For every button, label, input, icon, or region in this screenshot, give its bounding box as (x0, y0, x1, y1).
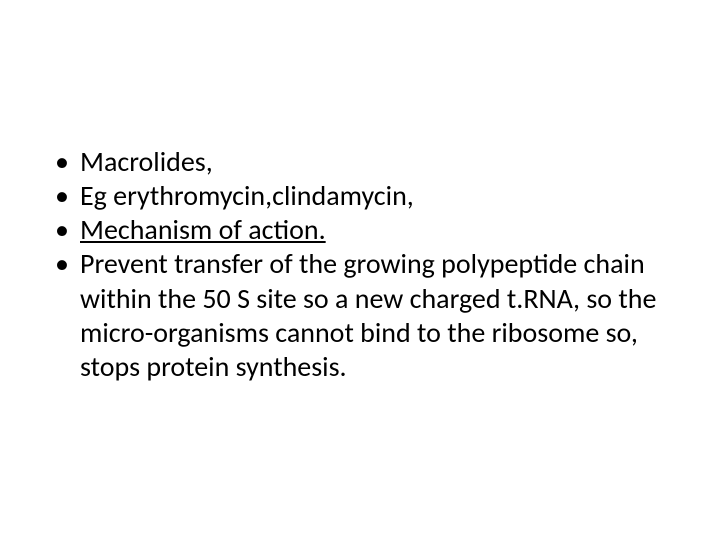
slide-content: Macrolides, Eg erythromycin,clindamycin,… (50, 145, 680, 384)
bullet-list: Macrolides, Eg erythromycin,clindamycin,… (50, 145, 680, 384)
slide: Macrolides, Eg erythromycin,clindamycin,… (0, 0, 720, 540)
bullet-text: Prevent transfer of the growing polypept… (80, 246, 656, 383)
list-item: Eg erythromycin,clindamycin, (50, 179, 680, 213)
bullet-text: Macrolides, (80, 144, 213, 179)
bullet-text: Eg erythromycin,clindamycin, (80, 178, 414, 213)
bullet-text: Mechanism of action. (80, 212, 326, 247)
list-item: Prevent transfer of the growing polypept… (50, 247, 680, 384)
list-item: Macrolides, (50, 145, 680, 179)
list-item: Mechanism of action. (50, 213, 680, 247)
